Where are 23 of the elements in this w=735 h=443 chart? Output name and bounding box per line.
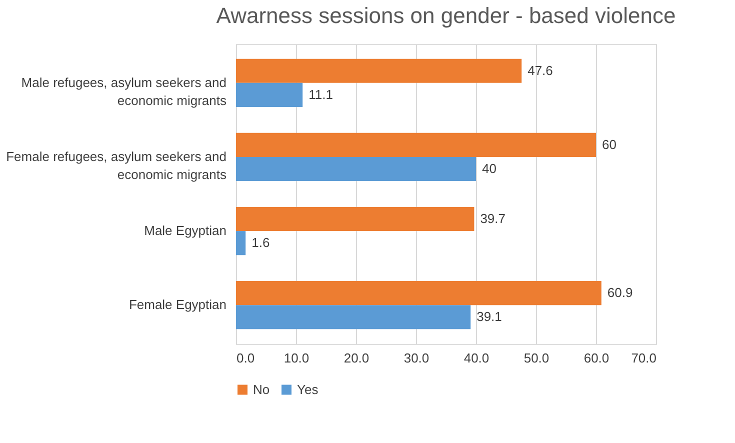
x-tick-label: 30.0 [404,350,430,366]
x-tick-label: 20.0 [344,350,370,366]
x-tick-label: 60.0 [584,350,610,366]
y-tick-label: Female Egyptian [128,297,226,312]
data-label: 1.6 [252,235,270,250]
x-tick-label: 40.0 [464,350,490,366]
y-tick-label: Male Egyptian [144,223,226,238]
x-tick-label: 10.0 [284,350,310,366]
data-label: 60.9 [607,285,633,300]
data-label: 40 [482,161,496,176]
x-tick-label: 0.0 [236,350,255,366]
y-tick-label: Male refugees, asylum seekers and economic migrants [21,74,227,108]
legend-label: No [253,382,270,397]
x-tick-label: 50.0 [524,350,550,366]
data-label: 11.1 [308,86,333,102]
x-tick-label: 70.0 [631,350,656,366]
data-label: 47.6 [528,62,553,78]
legend-label: Yes [297,382,319,397]
y-tick-label: Female refugees, asylum seekers and economic migrants [6,148,227,182]
data-label: 39.7 [480,211,506,226]
data-label: 39.1 [476,309,502,324]
data-label: 60 [602,136,616,152]
chart-title: Awarness sessions on gender - based violence [216,3,676,28]
